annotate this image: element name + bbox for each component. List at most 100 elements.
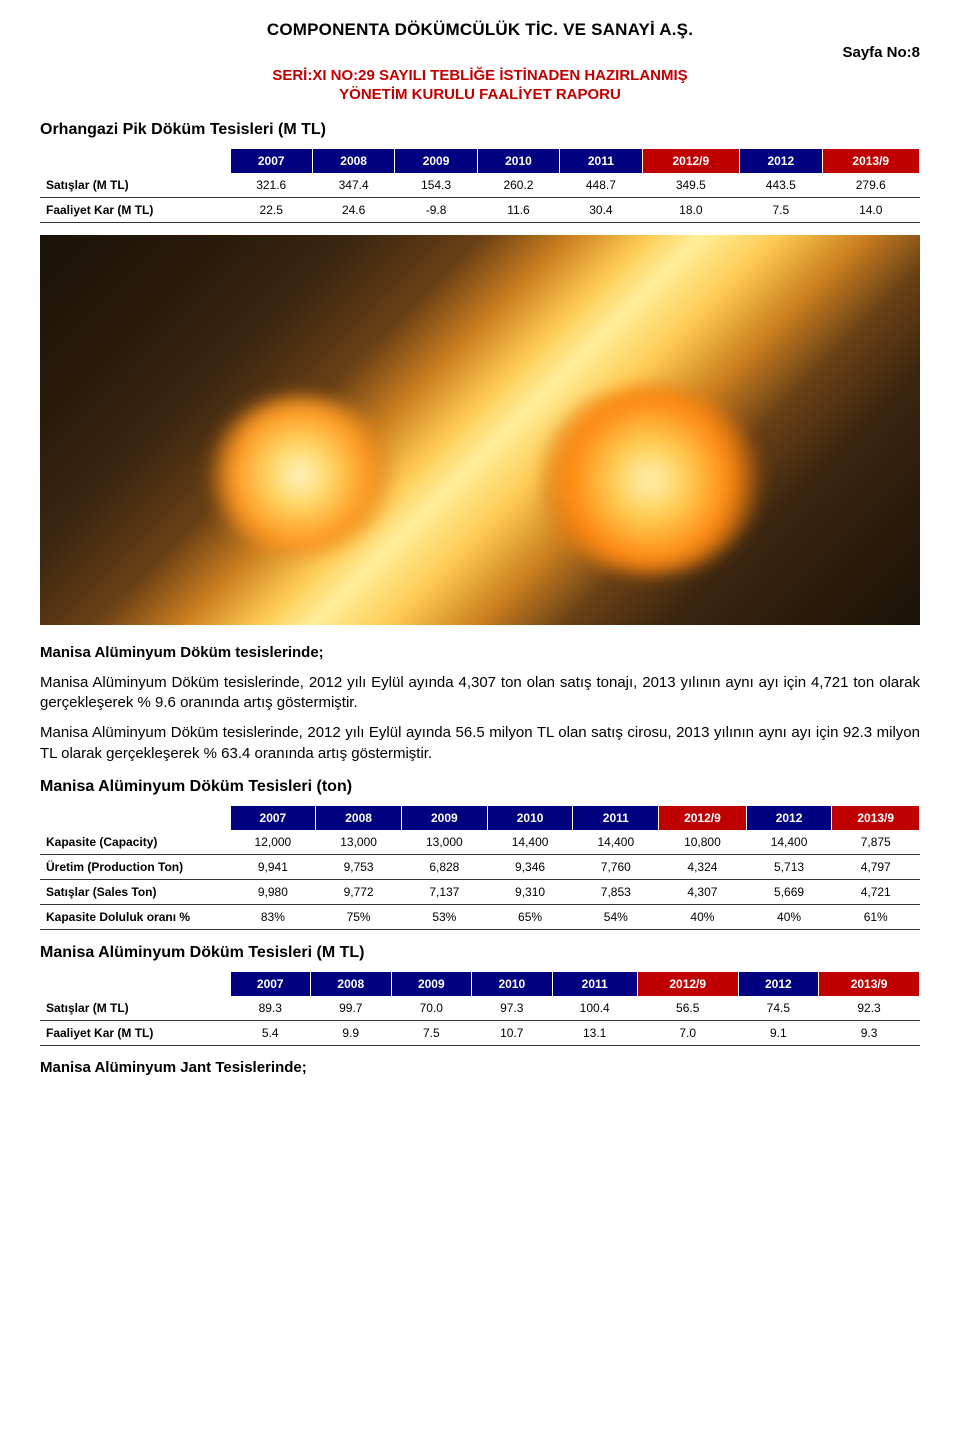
table-cell: 56.5 <box>637 996 738 1021</box>
table1-body: Satışlar (M TL)321.6347.4154.3260.2448.7… <box>40 173 920 223</box>
section4-title: Manisa Alüminyum Döküm Tesisleri (M TL) <box>40 944 920 962</box>
table2-body: Kapasite (Capacity)12,00013,00013,00014,… <box>40 830 920 930</box>
col-header: 2008 <box>316 806 402 830</box>
company-title: COMPONENTA DÖKÜMCÜLÜK TİC. VE SANAYİ A.Ş… <box>40 20 920 40</box>
table-cell: 11.6 <box>477 197 559 222</box>
table-cell: 75% <box>316 904 402 929</box>
table-cell: 9.3 <box>819 1020 920 1045</box>
table-cell: 9.1 <box>738 1020 819 1045</box>
table-cell: 9,310 <box>487 879 573 904</box>
section2-para2: Manisa Alüminyum Döküm tesislerinde, 201… <box>40 723 920 764</box>
table-cell: 92.3 <box>819 996 920 1021</box>
col-header: 2012/9 <box>642 149 739 173</box>
subheader-line2: YÖNETİM KURULU FAALİYET RAPORU <box>339 86 621 103</box>
table-cell: Satışlar (M TL) <box>40 173 230 198</box>
col-header: 2011 <box>560 149 642 173</box>
col-header: 2012/9 <box>659 806 747 830</box>
table-cell: 4,307 <box>659 879 747 904</box>
col-header: 2013/9 <box>819 972 920 996</box>
table-cell: 40% <box>659 904 747 929</box>
table-cell: 154.3 <box>395 173 477 198</box>
col-header: 2012/9 <box>637 972 738 996</box>
table2-header-row: 200720082009201020112012/920122013/9 <box>40 806 920 830</box>
section2-para1: Manisa Alüminyum Döküm tesislerinde, 201… <box>40 673 920 714</box>
table-row: Faaliyet Kar (M TL)5.49.97.510.713.17.09… <box>40 1020 920 1045</box>
table-manisa-mtl: 200720082009201020112012/920122013/9 Sat… <box>40 972 920 1046</box>
table-row: Kapasite Doluluk oranı %83%75%53%65%54%4… <box>40 904 920 929</box>
table-cell: 22.5 <box>230 197 312 222</box>
table-cell: 7,853 <box>573 879 659 904</box>
table-cell: 10.7 <box>472 1020 553 1045</box>
table-cell: 260.2 <box>477 173 559 198</box>
col-header <box>40 806 230 830</box>
col-header: 2011 <box>552 972 637 996</box>
table-cell: 279.6 <box>822 173 920 198</box>
col-header: 2012 <box>738 972 819 996</box>
table-row: Satışlar (M TL)89.399.770.097.3100.456.5… <box>40 996 920 1021</box>
table-cell: 7.0 <box>637 1020 738 1045</box>
table-cell: 4,721 <box>832 879 920 904</box>
table-cell: 321.6 <box>230 173 312 198</box>
col-header: 2009 <box>401 806 487 830</box>
col-header: 2013/9 <box>822 149 920 173</box>
col-header: 2008 <box>311 972 392 996</box>
table-cell: 14,400 <box>746 830 832 855</box>
table-cell: 13,000 <box>401 830 487 855</box>
table-cell: 5,713 <box>746 854 832 879</box>
table-cell: 83% <box>230 904 316 929</box>
table-cell: 347.4 <box>312 173 394 198</box>
table-cell: 5.4 <box>230 1020 311 1045</box>
table-cell: 9,980 <box>230 879 316 904</box>
table-cell: 65% <box>487 904 573 929</box>
col-header: 2011 <box>573 806 659 830</box>
col-header: 2012 <box>740 149 822 173</box>
table-cell: 13,000 <box>316 830 402 855</box>
col-header: 2007 <box>230 149 312 173</box>
table-cell: 74.5 <box>738 996 819 1021</box>
section3-title: Manisa Alüminyum Döküm Tesisleri (ton) <box>40 778 920 796</box>
table-cell: 6,828 <box>401 854 487 879</box>
col-header: 2009 <box>395 149 477 173</box>
table-cell: 10,800 <box>659 830 747 855</box>
table-cell: 9,753 <box>316 854 402 879</box>
table-row: Satışlar (Sales Ton)9,9809,7727,1379,310… <box>40 879 920 904</box>
table-cell: 97.3 <box>472 996 553 1021</box>
table1-header-row: 200720082009201020112012/920122013/9 <box>40 149 920 173</box>
table-cell: 9,346 <box>487 854 573 879</box>
table-cell: Faaliyet Kar (M TL) <box>40 197 230 222</box>
foundry-photo <box>40 235 920 625</box>
col-header: 2012 <box>746 806 832 830</box>
table-cell: 448.7 <box>560 173 642 198</box>
table-cell: Faaliyet Kar (M TL) <box>40 1020 230 1045</box>
table3-body: Satışlar (M TL)89.399.770.097.3100.456.5… <box>40 996 920 1046</box>
col-header: 2010 <box>487 806 573 830</box>
table-cell: 443.5 <box>740 173 822 198</box>
table-cell: -9.8 <box>395 197 477 222</box>
table-cell: 12,000 <box>230 830 316 855</box>
table-cell: 7,875 <box>832 830 920 855</box>
table-row: Satışlar (M TL)321.6347.4154.3260.2448.7… <box>40 173 920 198</box>
table-cell: 18.0 <box>642 197 739 222</box>
col-header: 2010 <box>477 149 559 173</box>
subheader-line1: SERİ:XI NO:29 SAYILI TEBLİĞE İSTİNADEN H… <box>272 67 687 84</box>
report-subheader: SERİ:XI NO:29 SAYILI TEBLİĞE İSTİNADEN H… <box>40 67 920 105</box>
table-orhangazi-mtl: 200720082009201020112012/920122013/9 Sat… <box>40 149 920 223</box>
table-cell: 5,669 <box>746 879 832 904</box>
table-cell: Satışlar (M TL) <box>40 996 230 1021</box>
col-header <box>40 972 230 996</box>
table-cell: 4,797 <box>832 854 920 879</box>
table-cell: 349.5 <box>642 173 739 198</box>
table-cell: 24.6 <box>312 197 394 222</box>
table-manisa-ton: 200720082009201020112012/920122013/9 Kap… <box>40 806 920 930</box>
table-cell: 14,400 <box>573 830 659 855</box>
table-cell: 13.1 <box>552 1020 637 1045</box>
page-number: Sayfa No:8 <box>40 44 920 61</box>
table-cell: Kapasite Doluluk oranı % <box>40 904 230 929</box>
table-cell: 40% <box>746 904 832 929</box>
table-cell: 7,137 <box>401 879 487 904</box>
table-cell: 30.4 <box>560 197 642 222</box>
table-cell: 53% <box>401 904 487 929</box>
col-header: 2009 <box>391 972 472 996</box>
table-cell: 70.0 <box>391 996 472 1021</box>
table-cell: 7.5 <box>740 197 822 222</box>
